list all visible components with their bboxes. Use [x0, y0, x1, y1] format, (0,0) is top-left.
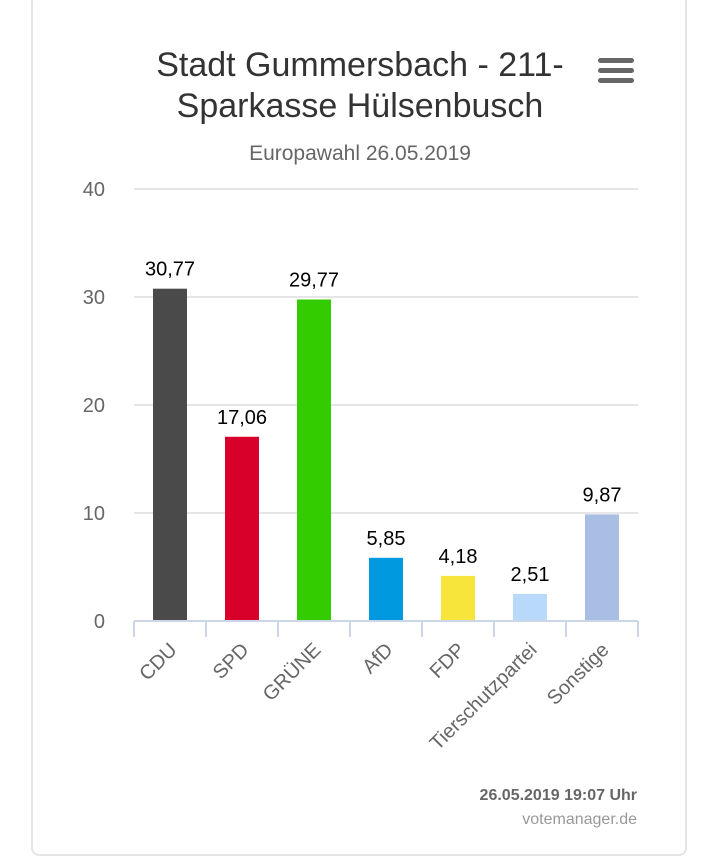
bars: [153, 288, 619, 621]
credit-source[interactable]: votemanager.de: [522, 811, 637, 828]
chart-subtitle: Europawahl 26.05.2019: [249, 142, 471, 165]
data-label: 17,06: [217, 407, 267, 429]
x-tick-label: CDU: [135, 639, 181, 685]
x-axis: [133, 620, 639, 637]
y-tick-label: 40: [83, 179, 105, 201]
y-tick-label: 30: [83, 287, 105, 309]
bar-cdu[interactable]: [153, 288, 187, 621]
x-tick-label: SPD: [209, 639, 254, 684]
y-tick-label: 0: [94, 611, 105, 633]
x-tick-label: AfD: [358, 639, 397, 678]
bar-afd[interactable]: [369, 557, 403, 621]
x-tick-label: Sonstige: [543, 639, 614, 710]
gridlines: [134, 188, 638, 514]
data-label: 30,77: [145, 259, 195, 281]
y-tick-label: 10: [83, 503, 105, 525]
chart-title-line-2: Sparkasse Hülsenbusch: [177, 87, 544, 125]
data-labels: 30,77 17,06 29,77 5,85 4,18 2,51 9,87: [145, 259, 622, 586]
bar-tierschutzpartei[interactable]: [513, 593, 547, 621]
data-label: 2,51: [511, 564, 550, 586]
data-label: 29,77: [289, 269, 339, 291]
bar-spd[interactable]: [225, 436, 259, 621]
chart-title-line-1: Stadt Gummersbach - 211-: [156, 46, 564, 84]
y-axis-ticks: 0 10 20 30 40: [83, 179, 105, 633]
data-label: 9,87: [583, 484, 622, 506]
x-tick-label: FDP: [426, 639, 470, 683]
bar-sonstige[interactable]: [585, 514, 619, 621]
bar-grüne[interactable]: [297, 299, 331, 621]
credit-timestamp: 26.05.2019 19:07 Uhr: [480, 787, 637, 804]
y-tick-label: 20: [83, 395, 105, 417]
hamburger-menu-icon[interactable]: [598, 58, 634, 86]
chart-card: [31, 0, 687, 856]
bar-fdp[interactable]: [441, 575, 475, 621]
x-tick-label: GRÜNE: [259, 639, 326, 706]
data-label: 5,85: [367, 528, 406, 550]
data-label: 4,18: [439, 546, 478, 568]
